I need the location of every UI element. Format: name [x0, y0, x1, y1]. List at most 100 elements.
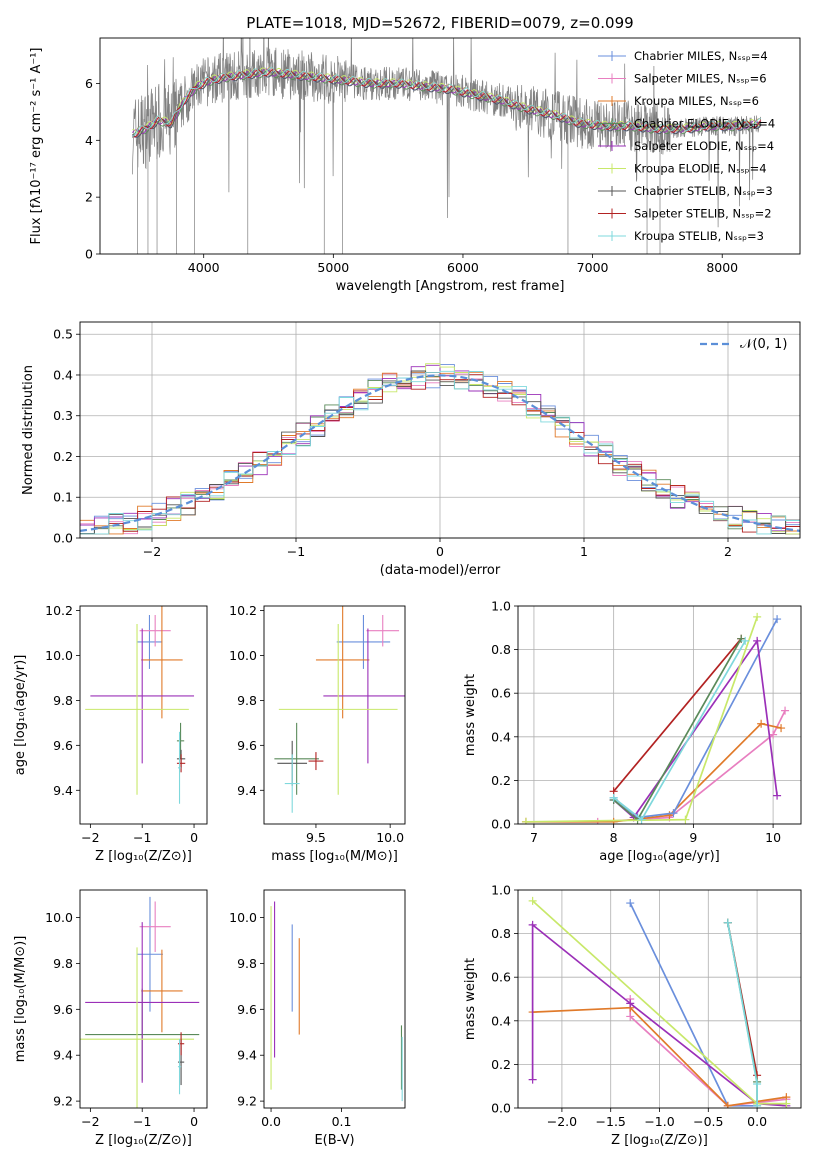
- axes-2: −2 −1 0 9.4 9.6 9.8 10.0 10.2 Z [log₁₀(Z/Z⊙)] age…: [13, 603, 208, 864]
- x-tick-label: 9: [689, 830, 697, 845]
- point-marker: [782, 1099, 791, 1108]
- point-marker: [753, 636, 762, 645]
- point-marker: [528, 1075, 537, 1084]
- y-tick-label: 10.2: [229, 603, 257, 618]
- y-tick-label: 0.8: [491, 926, 511, 941]
- y-axis-label: age [log₁₀(age/yr)]: [13, 655, 28, 776]
- plot-area: [80, 896, 200, 1108]
- residual-histogram: [80, 364, 800, 535]
- model-spectrum-line: [132, 67, 762, 134]
- y-tick-label: 9.6: [237, 738, 257, 753]
- axes-4: 7 8 9 10 0.0 0.2 0.4 0.6 0.8 1.0 age [log₁₀(age/yr…: [463, 599, 802, 864]
- plot-area: [521, 612, 790, 824]
- normal-curve: [80, 374, 800, 532]
- x-tick-label: 2: [724, 544, 732, 559]
- point-marker: [741, 636, 750, 645]
- x-axis-label: age [log₁₀(age/yr)]: [599, 849, 720, 864]
- legend-label: 𝒩(0, 1): [740, 337, 787, 352]
- y-axis-label: Flux [fλ10⁻¹⁷ erg cm⁻² s⁻¹ A⁻¹]: [29, 48, 44, 245]
- x-tick-label: 0.1: [332, 1114, 352, 1129]
- x-tick-label: 9.5: [306, 830, 326, 845]
- y-tick-label: 6: [85, 76, 93, 91]
- x-tick-label: 4000: [188, 260, 220, 275]
- mass-weight-line: [526, 722, 782, 823]
- point-marker: [777, 724, 786, 733]
- point-marker: [609, 817, 618, 824]
- plot-area: [85, 606, 195, 804]
- plot-area: [132, 38, 762, 254]
- y-tick-label: 0.4: [491, 1013, 511, 1028]
- plot-area: [80, 363, 800, 535]
- point-marker: [753, 612, 762, 621]
- model-spectrum-line: [132, 67, 761, 138]
- point-marker: [637, 815, 646, 824]
- axes-5: −2 −1 0 9.2 9.4 9.6 9.8 10.0 Z [log₁₀(Z/Z⊙)] mass…: [13, 889, 208, 1148]
- y-tick-label: 0.6: [491, 686, 511, 701]
- point-marker: [781, 706, 790, 715]
- y-tick-label: 1.0: [491, 599, 511, 614]
- x-tick-label: −1: [133, 830, 151, 845]
- x-axis-label: Z [log₁₀(Z/Z⊙)]: [95, 849, 192, 864]
- legend-label: Chabrier MILES, Nₛₛₚ=4: [634, 49, 768, 63]
- x-tick-label: −1: [133, 1114, 151, 1129]
- axes-frame: [517, 889, 802, 1109]
- plot-area: [528, 896, 791, 1108]
- legend-label: Kroupa STELIB, Nₛₛₚ=3: [634, 229, 764, 243]
- y-tick-label: 0.3: [53, 408, 73, 423]
- legend-label: Salpeter MILES, Nₛₛₚ=6: [634, 72, 767, 86]
- x-axis-label: E(B-V): [314, 1133, 354, 1148]
- point-marker: [757, 719, 766, 728]
- y-axis-label: mass [log₁₀(M/M⊙)]: [13, 936, 28, 1063]
- x-tick-label: 0.0: [261, 1114, 281, 1129]
- y-tick-label: 9.2: [237, 1094, 257, 1109]
- x-axis-label: wavelength [Angstrom, rest frame]: [336, 279, 565, 294]
- axes-6: 0.0 0.1 9.2 9.4 9.6 9.8 10.0 E(B-V): [229, 889, 406, 1148]
- y-tick-label: 9.4: [237, 1048, 257, 1063]
- y-tick-label: 9.8: [53, 956, 73, 971]
- y-axis-label: mass weight: [463, 674, 478, 756]
- x-tick-label: −2: [81, 1114, 99, 1129]
- y-tick-label: 0.6: [491, 970, 511, 985]
- plot-area: [274, 606, 405, 813]
- axes-frame: [263, 889, 406, 1109]
- y-tick-label: 9.4: [237, 783, 257, 798]
- mass-weight-line: [726, 922, 758, 1106]
- y-tick-label: 9.6: [53, 738, 73, 753]
- y-tick-label: 0.5: [53, 327, 73, 342]
- x-tick-label: −2: [143, 544, 161, 559]
- y-tick-label: 0.0: [491, 1101, 511, 1116]
- x-tick-label: 8000: [706, 260, 738, 275]
- point-marker: [528, 920, 537, 929]
- axes-1: −2 −1 0 1 2 0.0 0.1 0.2 0.3 0.4 0.5 (data-model)/er…: [21, 321, 801, 578]
- residual-histogram: [80, 370, 800, 535]
- mass-weight-line: [613, 638, 742, 792]
- y-tick-label: 0.0: [53, 531, 73, 546]
- y-tick-label: 0.2: [491, 1057, 511, 1072]
- y-tick-label: 0: [85, 247, 93, 262]
- point-marker: [753, 1080, 762, 1089]
- point-marker: [773, 615, 782, 624]
- point-marker: [626, 1012, 635, 1021]
- x-tick-label: −1.0: [644, 1114, 674, 1129]
- y-tick-label: 0.1: [53, 490, 73, 505]
- x-tick-label: 6000: [447, 260, 479, 275]
- point-marker: [769, 730, 778, 739]
- y-tick-label: 0.2: [491, 773, 511, 788]
- x-tick-label: −1.5: [596, 1114, 626, 1129]
- legend-label: Salpeter ELODIE, Nₛₛₚ=4: [634, 139, 774, 153]
- legend-label: Kroupa MILES, Nₛₛₚ=6: [634, 94, 759, 108]
- x-tick-label: −2.0: [547, 1114, 577, 1129]
- y-tick-label: 9.4: [53, 1048, 73, 1063]
- y-tick-label: 9.8: [53, 693, 73, 708]
- axes-frame: [99, 37, 801, 255]
- y-tick-label: 9.8: [237, 693, 257, 708]
- point-marker: [528, 896, 537, 905]
- x-tick-label: −0.5: [693, 1114, 723, 1129]
- y-tick-label: 9.6: [237, 1002, 257, 1017]
- x-axis-label: Z [log₁₀(Z/Z⊙)]: [611, 1133, 708, 1148]
- point-marker: [753, 1101, 762, 1108]
- axes-frame: [79, 321, 801, 539]
- point-marker: [681, 815, 690, 824]
- y-tick-label: 0.2: [53, 449, 73, 464]
- axes-7: −2.0 −1.5 −1.0 −0.5 0.0 0.0 0.2 0.4 0.6 0.8 1.0 Z […: [463, 883, 802, 1148]
